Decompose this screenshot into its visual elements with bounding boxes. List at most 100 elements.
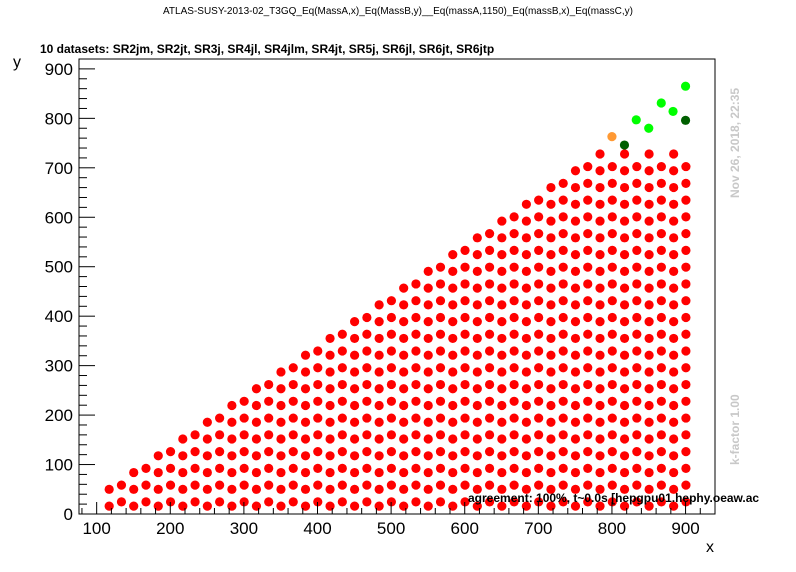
excluded-point xyxy=(215,413,225,423)
excluded-point xyxy=(570,350,581,360)
excluded-point xyxy=(595,250,605,260)
excluded-point xyxy=(435,480,446,490)
excluded-point xyxy=(619,182,630,193)
excluded-point xyxy=(460,245,470,256)
excluded-point xyxy=(411,430,421,440)
excluded-point xyxy=(669,233,679,243)
excluded-point xyxy=(632,279,642,289)
excluded-point xyxy=(484,363,495,373)
excluded-point xyxy=(570,317,581,327)
excluded-point xyxy=(313,379,323,390)
agreement-label: agreement: 100%, t~0.0s [hepgpu01.hephy.… xyxy=(468,491,760,505)
y-tick-label: 400 xyxy=(45,307,73,326)
excluded-point xyxy=(509,229,519,239)
excluded-point xyxy=(619,467,630,478)
excluded-point xyxy=(632,379,642,390)
excluded-point xyxy=(300,350,311,360)
excluded-point xyxy=(619,417,630,427)
excluded-point xyxy=(607,245,617,256)
excluded-point xyxy=(669,384,679,394)
excluded-point xyxy=(681,363,691,373)
allowed_dark-point xyxy=(619,140,630,150)
excluded-point xyxy=(656,312,666,323)
excluded-point xyxy=(521,484,531,494)
excluded-point xyxy=(202,434,212,444)
excluded-point xyxy=(570,250,581,260)
excluded-point xyxy=(632,447,642,457)
excluded-point xyxy=(215,497,225,507)
excluded-point xyxy=(681,329,691,339)
excluded-point xyxy=(300,434,311,444)
excluded-point xyxy=(386,463,397,473)
excluded-point xyxy=(669,417,679,427)
excluded-point xyxy=(448,367,458,377)
excluded-point xyxy=(619,216,630,226)
excluded-point xyxy=(411,463,421,473)
excluded-point xyxy=(386,430,397,440)
excluded-point xyxy=(595,317,605,327)
x-tick-label: 200 xyxy=(156,519,184,538)
excluded-point xyxy=(558,178,568,188)
excluded-point xyxy=(300,484,311,494)
excluded-point xyxy=(386,480,397,490)
excluded-point xyxy=(399,384,409,394)
allowed-point xyxy=(631,115,641,125)
excluded-point xyxy=(165,447,176,457)
excluded-point xyxy=(497,233,507,243)
x-tick-label: 700 xyxy=(524,519,552,538)
excluded-point xyxy=(644,283,654,293)
excluded-point xyxy=(227,467,237,478)
excluded-point xyxy=(632,312,642,323)
excluded-point xyxy=(632,413,642,423)
excluded-point xyxy=(546,417,556,427)
excluded-point xyxy=(325,333,335,344)
excluded-point xyxy=(570,333,581,344)
excluded-point xyxy=(435,379,446,390)
excluded-point xyxy=(583,262,593,272)
excluded-point xyxy=(583,497,593,507)
excluded-point xyxy=(362,430,372,440)
excluded-point xyxy=(558,396,568,406)
excluded-point xyxy=(534,229,544,239)
excluded-point xyxy=(251,384,262,394)
excluded-point xyxy=(558,413,568,423)
excluded-point xyxy=(509,212,519,222)
excluded-point xyxy=(399,300,409,310)
excluded-point xyxy=(595,467,605,478)
excluded-point xyxy=(669,216,679,226)
excluded-point xyxy=(644,367,654,377)
excluded-point xyxy=(399,367,409,377)
excluded-point xyxy=(460,296,470,306)
excluded-point xyxy=(509,312,519,323)
excluded-point xyxy=(362,363,372,373)
excluded-point xyxy=(669,367,679,377)
excluded-point xyxy=(558,480,568,490)
excluded-point xyxy=(435,363,446,373)
excluded-point xyxy=(472,384,482,394)
x-axis-title: x xyxy=(706,539,714,556)
excluded-point xyxy=(374,400,384,411)
excluded-point xyxy=(337,480,347,490)
excluded-point xyxy=(362,480,372,490)
excluded-point xyxy=(656,329,666,339)
excluded-point xyxy=(435,329,446,339)
excluded-point xyxy=(607,447,617,457)
excluded-point xyxy=(607,229,617,239)
excluded-point xyxy=(362,497,372,507)
excluded-point xyxy=(570,166,581,176)
excluded-point xyxy=(644,149,654,159)
excluded-point xyxy=(509,329,519,339)
excluded-point xyxy=(607,413,617,423)
excluded-point xyxy=(681,480,691,490)
excluded-point xyxy=(656,497,666,507)
excluded-point xyxy=(227,434,237,444)
excluded-point xyxy=(190,480,200,490)
excluded-point xyxy=(534,329,544,339)
excluded-point xyxy=(497,367,507,377)
excluded-point xyxy=(472,250,482,260)
excluded-point xyxy=(619,384,630,394)
excluded-point xyxy=(632,396,642,406)
excluded-point xyxy=(497,384,507,394)
excluded-point xyxy=(472,467,482,478)
excluded-point xyxy=(607,329,617,339)
